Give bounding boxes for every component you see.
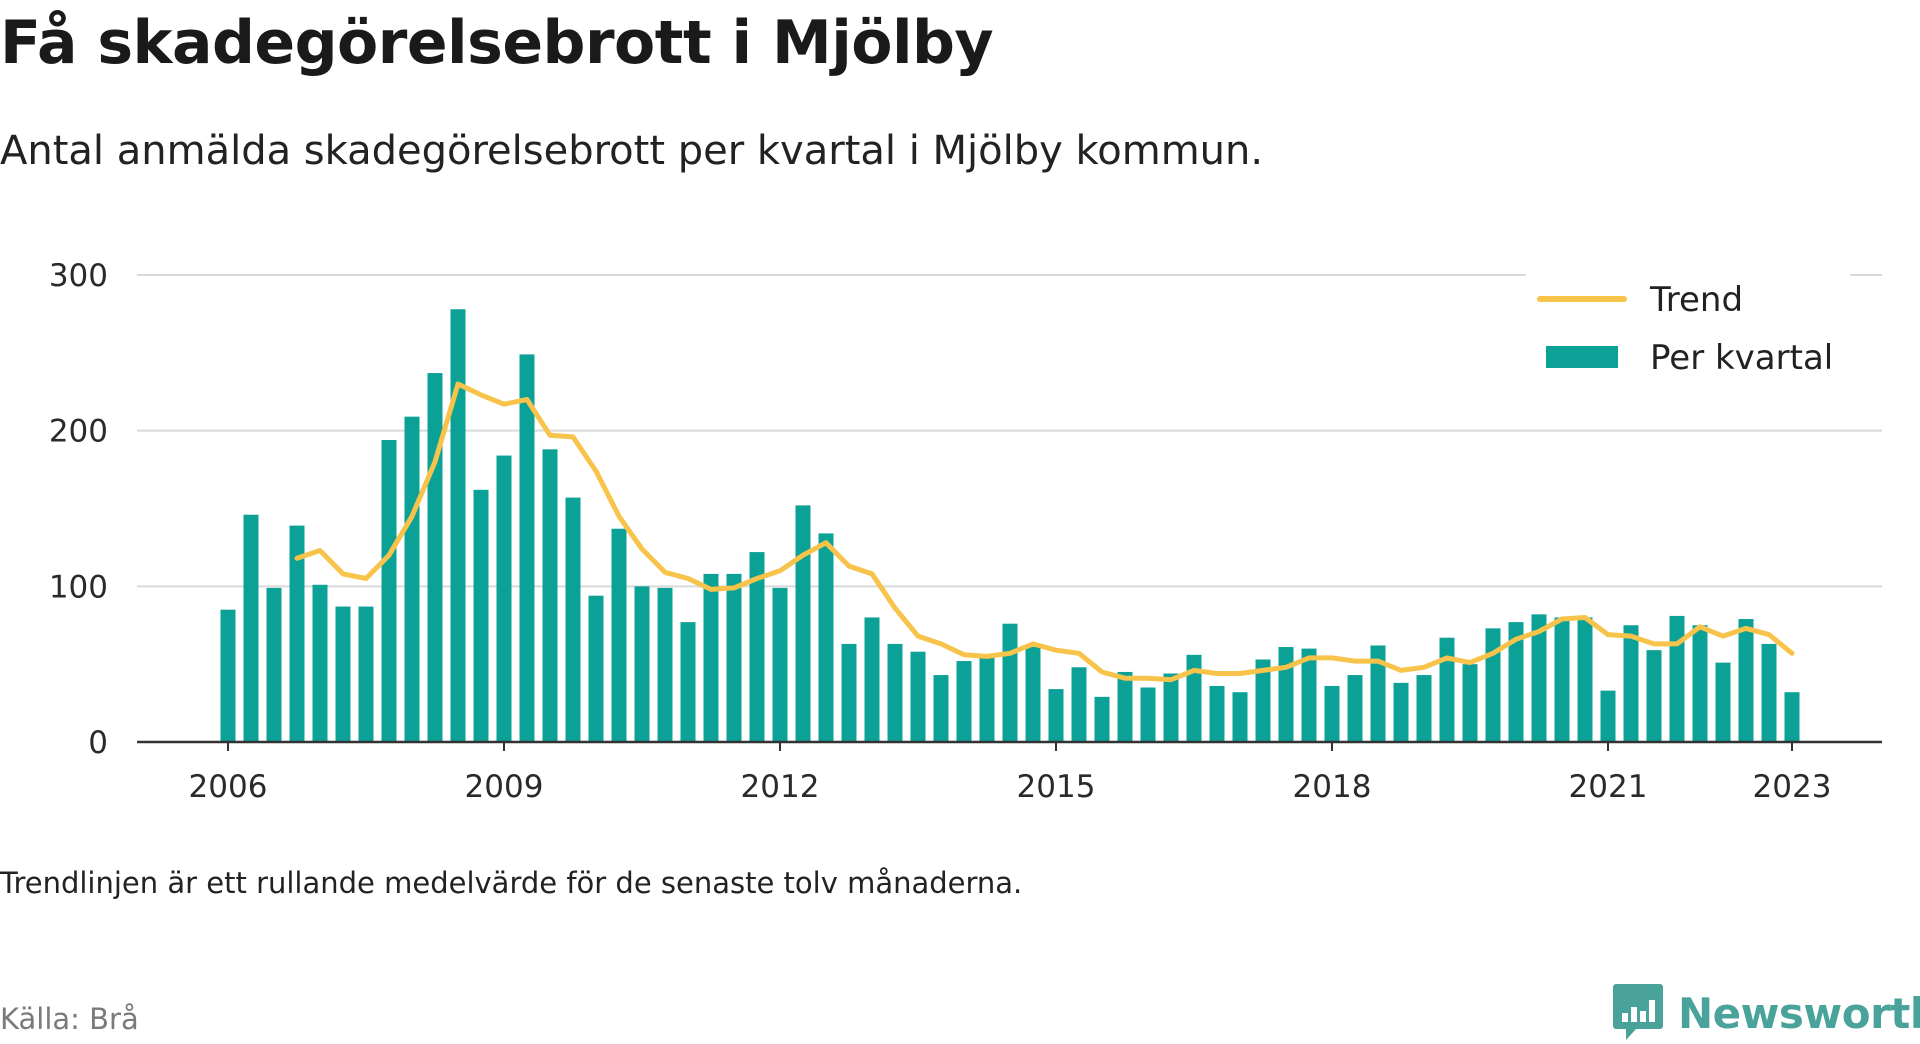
bar	[979, 654, 995, 742]
bar	[404, 416, 420, 742]
x-tick-label: 2006	[189, 769, 268, 805]
bar	[933, 675, 949, 742]
footnote: Trendlinjen är ett rullande medelvärde f…	[0, 866, 1023, 900]
bar	[1531, 614, 1547, 742]
brand-name: Newsworthy	[1678, 988, 1920, 1038]
bar	[680, 622, 696, 742]
newsworthy-logo-icon	[1613, 984, 1663, 1040]
x-tick-label: 2021	[1569, 769, 1648, 805]
bar	[634, 586, 650, 742]
bar	[565, 497, 581, 742]
trend-line	[294, 381, 1795, 683]
bar	[1577, 617, 1593, 742]
bar	[266, 587, 282, 742]
bar	[312, 584, 328, 742]
bar	[519, 354, 535, 742]
bar	[1669, 615, 1685, 742]
bar	[956, 661, 972, 742]
y-tick-label: 100	[49, 569, 108, 605]
bar	[358, 606, 374, 742]
legend: Trend Per kvartal	[1526, 272, 1850, 388]
bar	[243, 514, 259, 742]
bar	[1692, 625, 1708, 742]
bar	[772, 587, 788, 742]
bar	[1439, 637, 1455, 742]
x-axis-ticks: 2006 2009 2012 2015 2018 2021 2023	[189, 742, 1832, 805]
x-tick-label: 2015	[1017, 769, 1096, 805]
bar	[335, 606, 351, 742]
bar	[1393, 682, 1409, 742]
bar	[864, 617, 880, 742]
legend-bars-label: Per kvartal	[1650, 338, 1833, 378]
bar	[1761, 643, 1777, 742]
bar	[1347, 675, 1363, 742]
x-tick-label: 2012	[741, 769, 820, 805]
bar	[1600, 690, 1616, 742]
bar	[1554, 617, 1570, 742]
bar	[703, 573, 719, 742]
bar	[1002, 623, 1018, 742]
bar	[1324, 685, 1340, 742]
bar	[1623, 625, 1639, 742]
y-tick-label: 300	[49, 258, 108, 294]
chart-title: Få skadegörelsebrott i Mjölby	[0, 8, 994, 78]
legend-bars-swatch	[1546, 346, 1618, 368]
bar	[1278, 647, 1294, 742]
bar	[1485, 628, 1501, 742]
x-tick-label: 2018	[1293, 769, 1372, 805]
bar	[542, 449, 558, 742]
bar	[220, 609, 236, 742]
x-tick-label: 2009	[465, 769, 544, 805]
chart-subtitle: Antal anmälda skadegörelsebrott per kvar…	[0, 128, 1264, 174]
bar	[726, 573, 742, 742]
bar	[427, 373, 443, 742]
bar	[1738, 619, 1754, 742]
bar	[1071, 667, 1087, 742]
bar	[1416, 675, 1432, 742]
bar	[795, 505, 811, 742]
bar	[1784, 692, 1800, 742]
y-tick-label: 200	[49, 414, 108, 450]
bar	[1646, 650, 1662, 742]
bar	[657, 587, 673, 742]
bar	[887, 643, 903, 742]
bar	[473, 489, 489, 742]
bar	[289, 525, 305, 742]
bar	[1025, 645, 1041, 742]
bar	[1117, 671, 1133, 742]
legend-background	[1526, 272, 1850, 388]
bar	[841, 643, 857, 742]
bar	[1301, 648, 1317, 742]
bar	[910, 651, 926, 742]
bar	[1048, 689, 1064, 742]
bar	[496, 455, 512, 742]
bar	[749, 552, 765, 742]
bar	[1209, 685, 1225, 742]
bar	[1140, 687, 1156, 742]
y-tick-label: 0	[88, 725, 108, 761]
bar	[1163, 673, 1179, 742]
bar	[818, 533, 834, 742]
source: Källa: Brå	[0, 1002, 139, 1036]
bar	[611, 528, 627, 742]
brand-logo[interactable]: Newsworthy	[1612, 982, 1920, 1044]
bar	[450, 309, 466, 742]
bar	[1255, 659, 1271, 742]
bar	[1232, 692, 1248, 742]
bar	[588, 595, 604, 742]
bar	[1094, 696, 1110, 742]
bar	[1186, 654, 1202, 742]
bar	[381, 440, 397, 742]
bar	[1462, 664, 1478, 742]
x-tick-label: 2023	[1753, 769, 1832, 805]
bar	[1715, 662, 1731, 742]
legend-trend-label: Trend	[1649, 280, 1743, 320]
y-axis-ticks: 0 100 200 300	[49, 258, 108, 761]
bar	[1370, 645, 1386, 742]
bar	[1508, 622, 1524, 742]
